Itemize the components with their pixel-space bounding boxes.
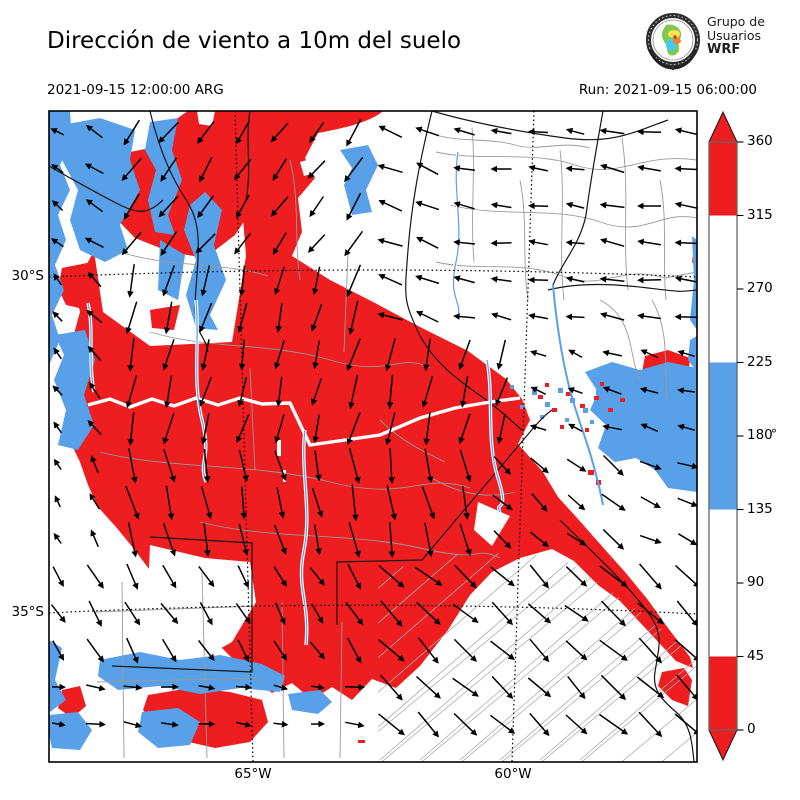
colorbar-tick-label: 45 [747,648,789,664]
colorbar-tick-label: 180 [747,427,789,443]
colorbar-tick-label: 270 [747,280,789,296]
colorbar-tick-label: 135 [747,501,789,517]
colorbar-tick-label: 360 [747,133,789,149]
lon-label-60w: 60°W [491,766,535,782]
weather-map-page: { "header": { "title": "Dirección de vie… [0,0,800,800]
lon-label-65w: 65°W [231,766,275,782]
lat-label-30s: 30°S [6,268,44,284]
colorbar-under-arrow [709,730,737,760]
map-canvas [49,111,800,780]
lat-label-35s: 35°S [6,604,44,620]
colorbar [709,112,744,760]
colorbar-tick-label: 225 [747,354,789,370]
colorbar-tick-marks [737,142,744,730]
colorbar-tick-label: 90 [747,574,789,590]
colorbar-over-arrow [709,112,737,142]
colorbar-tick-label: 315 [747,207,789,223]
colorbar-tick-label: 0 [747,721,789,737]
map-figure [0,0,800,800]
